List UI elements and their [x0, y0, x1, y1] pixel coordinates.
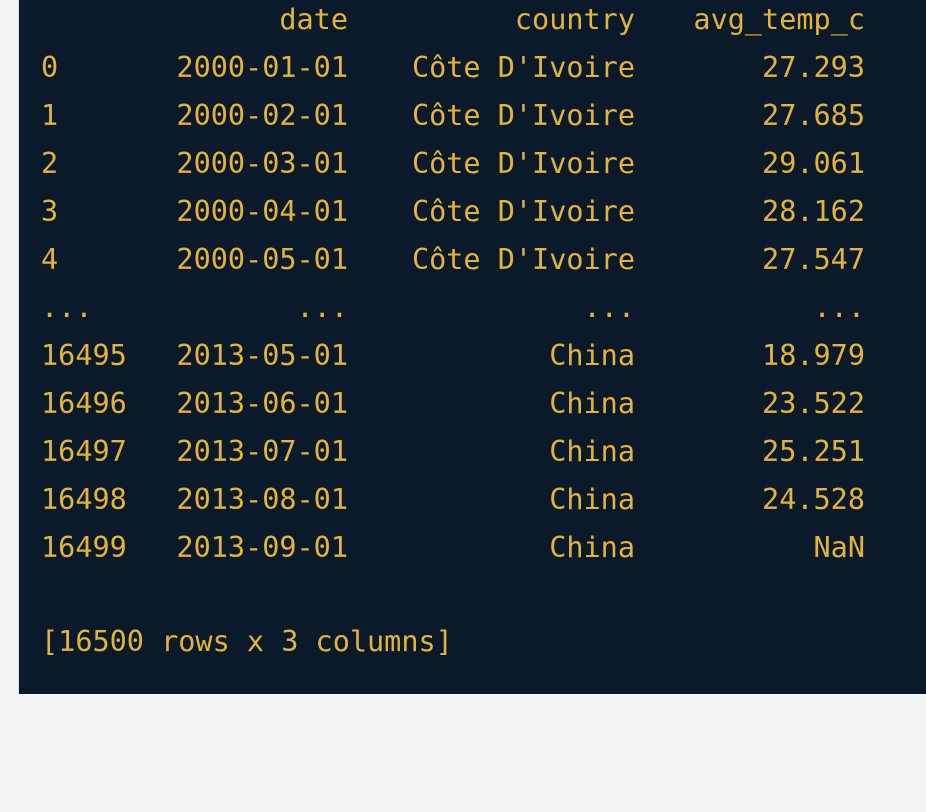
row-date: 2013-08-01	[176, 483, 348, 516]
row-country: Côte D'Ivoire	[411, 195, 635, 228]
row-avg-temp: 24.528	[762, 483, 865, 516]
row-country: Côte D'Ivoire	[411, 99, 635, 132]
row-date: 2013-09-01	[176, 531, 348, 564]
row-avg-temp: 27.547	[762, 243, 865, 276]
row-index: 16497	[41, 435, 127, 468]
row-country: China	[549, 531, 635, 564]
table-row: 16495 2013-05-01 China 18.979	[41, 332, 865, 380]
row-index: 16498	[41, 483, 127, 516]
row-date: 2000-02-01	[176, 99, 348, 132]
row-date: 2000-05-01	[176, 243, 348, 276]
row-date: 2000-04-01	[176, 195, 348, 228]
row-country: China	[549, 483, 635, 516]
row-index: 1	[41, 99, 59, 132]
column-header-date: date	[279, 3, 348, 36]
row-country: China	[549, 339, 635, 372]
table-summary: [16500 rows x 3 columns]	[41, 625, 453, 658]
row-avg-temp: ...	[813, 291, 865, 324]
table-row: 16497 2013-07-01 China 25.251	[41, 428, 865, 476]
terminal-output: date country avg_temp_c 0 2000-01-01 Côt…	[18, 0, 926, 694]
row-country: China	[549, 435, 635, 468]
row-avg-temp: 27.685	[762, 99, 865, 132]
table-row: 4 2000-05-01 Côte D'Ivoire 27.547	[41, 236, 865, 284]
row-avg-temp: 27.293	[762, 51, 865, 84]
row-country: Côte D'Ivoire	[411, 243, 635, 276]
row-date: 2013-05-01	[176, 339, 348, 372]
table-row: 1 2000-02-01 Côte D'Ivoire 27.685	[41, 92, 865, 140]
row-country: China	[549, 387, 635, 420]
row-avg-temp: 28.162	[762, 195, 865, 228]
row-avg-temp: NaN	[813, 531, 865, 564]
row-index: 16496	[41, 387, 127, 420]
table-row: 0 2000-01-01 Côte D'Ivoire 27.293	[41, 44, 865, 92]
row-index: ...	[41, 291, 93, 324]
column-header-avg-temp: avg_temp_c	[693, 3, 865, 36]
column-header-country: country	[514, 3, 635, 36]
row-avg-temp: 23.522	[762, 387, 865, 420]
row-index: 3	[41, 195, 59, 228]
row-date: 2000-03-01	[176, 147, 348, 180]
row-avg-temp: 29.061	[762, 147, 865, 180]
row-index: 2	[41, 147, 59, 180]
table-row: 16499 2013-09-01 China NaN	[41, 524, 865, 572]
row-country: ...	[583, 291, 635, 324]
row-country: Côte D'Ivoire	[411, 147, 635, 180]
table-row: 2 2000-03-01 Côte D'Ivoire 29.061	[41, 140, 865, 188]
row-index: 16495	[41, 339, 127, 372]
row-avg-temp: 18.979	[762, 339, 865, 372]
row-index: 4	[41, 243, 59, 276]
table-row-ellipsis: ... ... ... ...	[41, 284, 865, 332]
row-country: Côte D'Ivoire	[411, 51, 635, 84]
table-row: 3 2000-04-01 Côte D'Ivoire 28.162	[41, 188, 865, 236]
row-avg-temp: 25.251	[762, 435, 865, 468]
row-date: 2013-06-01	[176, 387, 348, 420]
table-header: date country avg_temp_c	[41, 0, 865, 44]
row-date: 2013-07-01	[176, 435, 348, 468]
table-row: 16498 2013-08-01 China 24.528	[41, 476, 865, 524]
row-index: 16499	[41, 531, 127, 564]
row-date: ...	[296, 291, 348, 324]
row-date: 2000-01-01	[176, 51, 348, 84]
table-row: 16496 2013-06-01 China 23.522	[41, 380, 865, 428]
row-index: 0	[41, 51, 59, 84]
